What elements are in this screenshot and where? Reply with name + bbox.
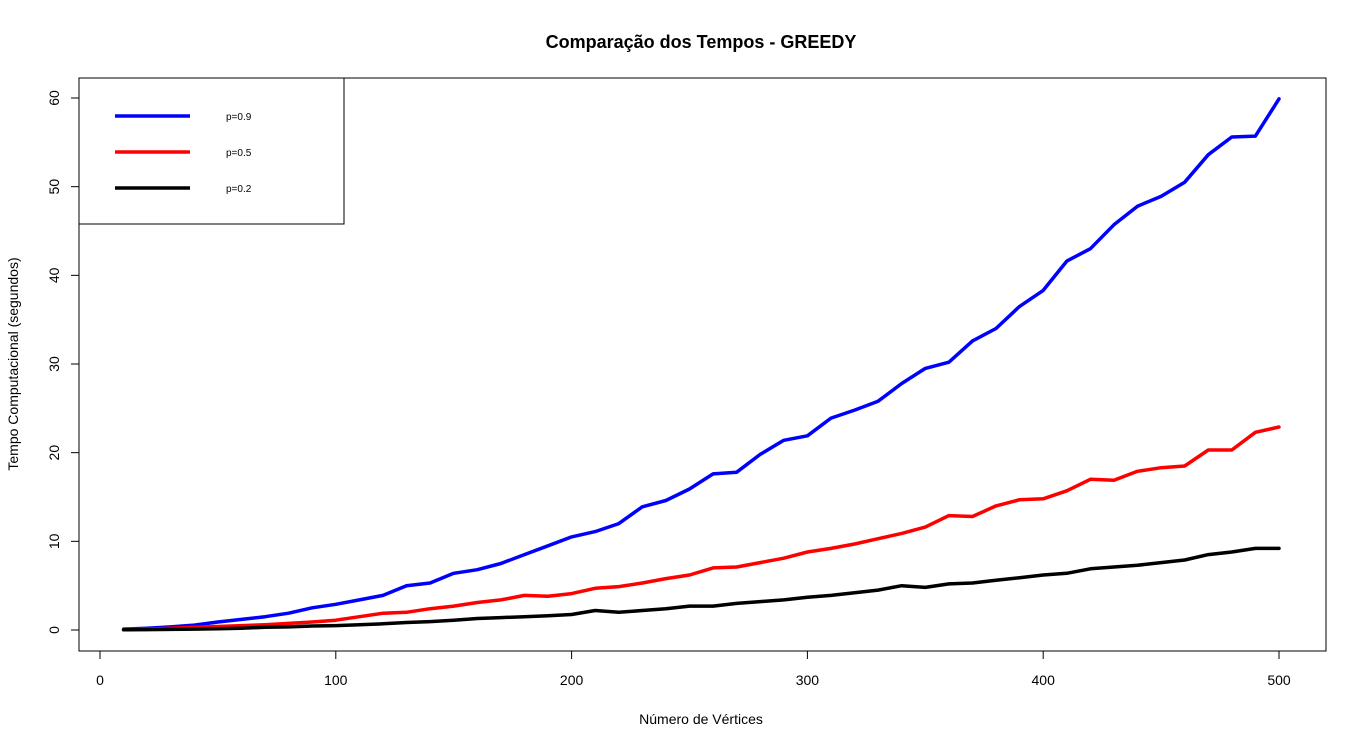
y-axis-label: Tempo Computacional (segundos) — [5, 257, 21, 470]
legend-label: p=0.5 — [226, 148, 252, 159]
y-axis: 0 10 20 30 40 50 60 — [46, 90, 79, 634]
y-tick-label: 20 — [46, 445, 62, 461]
chart-title: Comparação dos Tempos - GREEDY — [546, 32, 857, 52]
x-tick-label: 200 — [560, 672, 584, 688]
x-tick-label: 300 — [796, 672, 820, 688]
y-tick-label: 30 — [46, 356, 62, 372]
x-axis: 0 100 200 300 400 500 — [96, 651, 1291, 688]
x-axis-label: Número de Vértices — [639, 711, 763, 727]
y-tick-label: 60 — [46, 90, 62, 106]
y-tick-label: 10 — [46, 533, 62, 549]
legend-label: p=0.2 — [226, 184, 252, 195]
series-layer — [121, 97, 1281, 632]
y-tick-label: 40 — [46, 267, 62, 283]
series-line-p-0-5 — [121, 425, 1281, 632]
legend: p=0.9 p=0.5 p=0.2 — [78, 77, 345, 225]
y-tick-label: 50 — [46, 179, 62, 195]
series-line-p-0-2 — [121, 546, 1281, 632]
x-tick-label: 500 — [1267, 672, 1291, 688]
x-tick-label: 100 — [324, 672, 348, 688]
legend-label: p=0.9 — [226, 112, 252, 123]
y-tick-label: 0 — [46, 626, 62, 634]
series-line-p-0-9 — [121, 97, 1281, 631]
x-tick-label: 0 — [96, 672, 104, 688]
x-tick-label: 400 — [1032, 672, 1056, 688]
